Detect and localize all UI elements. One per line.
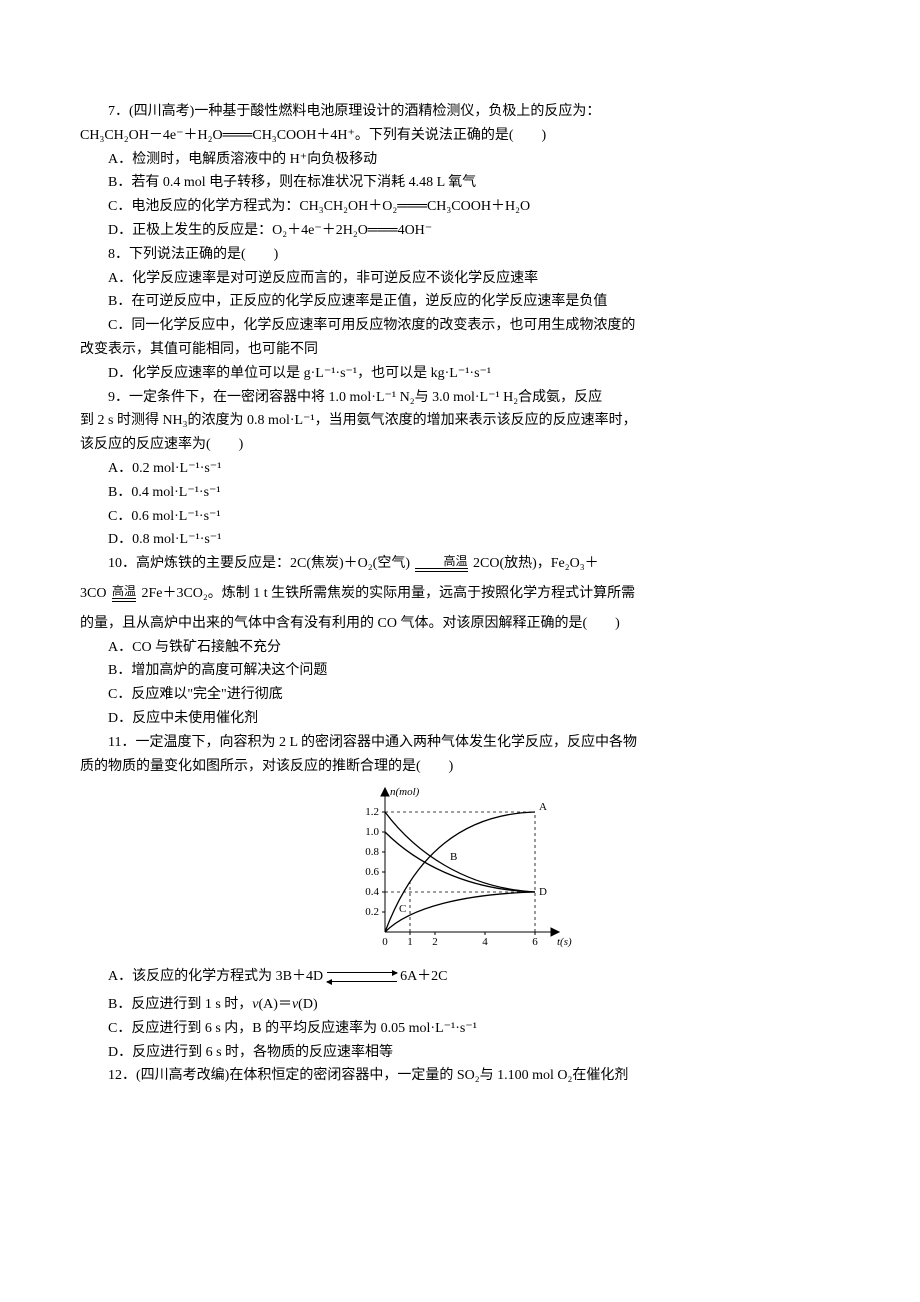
q10-cond2: 高温	[110, 585, 138, 603]
q11-a-rhs: 6A＋2C	[400, 969, 447, 984]
q8-opt-c-line2: 改变表示，其值可能相同，也可能不同	[80, 338, 840, 362]
q9-opt-d: D．0.8 mol·L⁻¹·s⁻¹	[80, 528, 840, 552]
q10-opt-c: C．反应难以"完全"进行彻底	[80, 683, 840, 707]
q11-stem-line1: 11．一定温度下，向容积为 2 L 的密闭容器中通入两种气体发生化学反应，反应中…	[80, 731, 840, 755]
q9-stem-line2: 到 2 s 时测得 NH₃的浓度为 0.8 mol·L⁻¹，当用氨气浓度的增加来…	[80, 409, 840, 433]
q7-eq-sign: ═══	[223, 128, 253, 143]
q10-stem-line3: 的量，且从高炉中出来的气体中含有没有利用的 CO 气体。对该原因解释正确的是( …	[80, 612, 840, 636]
q11-opt-a: A．该反应的化学方程式为 3B＋4D 6A＋2C	[80, 965, 840, 989]
q11-b-text: B．反应进行到 1 s 时，v(A)＝v(D)	[108, 997, 318, 1012]
q11-stem-line2: 质的物质的量变化如图所示，对该反应的推断合理的是( )	[80, 755, 840, 779]
q12-stem: 12．(四川高考改编)在体积恒定的密闭容器中，一定量的 SO₂与 1.100 m…	[80, 1064, 840, 1088]
q8-stem: 8．下列说法正确的是( )	[80, 243, 840, 267]
q10-s2a: 3CO	[80, 586, 110, 601]
q10-s2b: 2Fe＋3CO₂。炼制 1 t 生铁所需焦炭的实际用量，远高于按照化学方程式计算…	[141, 586, 635, 601]
q9-opt-b: B．0.4 mol·L⁻¹·s⁻¹	[80, 481, 840, 505]
q10-stem-line1: 10．高炉炼铁的主要反应是：2C(焦炭)＋O₂(空气) 高温 2CO(放热)，F…	[80, 552, 840, 576]
ytick-0.4: 0.4	[365, 886, 379, 898]
q9-stem-line3: 该反应的反应速率为( )	[80, 433, 840, 457]
q10-s1a: 10．高炉炼铁的主要反应是：2C(焦炭)＋O₂(空气)	[108, 556, 413, 571]
q11-opt-c: C．反应进行到 6 s 内，B 的平均反应速率为 0.05 mol·L⁻¹·s⁻…	[80, 1017, 840, 1041]
curve-b	[385, 832, 535, 892]
y-axis-label: n(mol)	[390, 786, 420, 798]
ytick-1.0: 1.0	[365, 826, 379, 838]
q7-opt-a: A．检测时，电解质溶液中的 H⁺向负极移动	[80, 148, 840, 172]
q9-opt-a: A．0.2 mol·L⁻¹·s⁻¹	[80, 457, 840, 481]
q10-cond1-text: 高温	[415, 555, 467, 567]
xtick-2: 2	[432, 936, 438, 948]
q11-chart-container: 0.2 0.4 0.6 0.8 1.0 1.2 0 1 2 4 6	[80, 782, 840, 961]
q7-stem-line1: 7．(四川高考)一种基于酸性燃料电池原理设计的酒精检测仪，负极上的反应为：	[80, 100, 840, 124]
q7-eq-rhs: CH₃COOH＋4H⁺。下列有关说法正确的是( )	[252, 128, 546, 143]
q10-opt-b: B．增加高炉的高度可解决这个问题	[80, 659, 840, 683]
q8-opt-b: B．在可逆反应中，正反应的化学反应速率是正值，逆反应的化学反应速率是负值	[80, 290, 840, 314]
q8-opt-d: D．化学反应速率的单位可以是 g·L⁻¹·s⁻¹，也可以是 kg·L⁻¹·s⁻¹	[80, 362, 840, 386]
q8-opt-c-line1: C．同一化学反应中，化学反应速率可用反应物浓度的改变表示，也可用生成物浓度的	[80, 314, 840, 338]
q11-a-lhs: A．该反应的化学方程式为 3B＋4D	[108, 969, 323, 984]
reversible-arrow-icon	[327, 970, 397, 984]
curve-a	[385, 812, 535, 932]
ytick-0.6: 0.6	[365, 866, 379, 878]
q10-opt-a: A．CO 与铁矿石接触不充分	[80, 636, 840, 660]
q10-stem-line2: 3CO 高温 2Fe＋3CO₂。炼制 1 t 生铁所需焦炭的实际用量，远高于按照…	[80, 582, 840, 606]
curve-c	[385, 892, 535, 932]
q7-opt-c: C．电池反应的化学方程式为：CH₃CH₂OH＋O₂═══CH₃COOH＋H₂O	[80, 195, 840, 219]
q10-s1b: 2CO(放热)，Fe₂O₃＋	[473, 556, 599, 571]
q11-chart: 0.2 0.4 0.6 0.8 1.0 1.2 0 1 2 4 6	[345, 782, 575, 952]
q10-cond2-text: 高温	[112, 585, 136, 597]
q10-opt-d: D．反应中未使用催化剂	[80, 707, 840, 731]
q11-opt-d: D．反应进行到 6 s 时，各物质的反应速率相等	[80, 1041, 840, 1065]
label-a: A	[539, 801, 547, 813]
xtick-6: 6	[532, 936, 538, 948]
q9-stem-line1: 9．一定条件下，在一密闭容器中将 1.0 mol·L⁻¹ N₂与 3.0 mol…	[80, 386, 840, 410]
q11-opt-b: B．反应进行到 1 s 时，v(A)＝v(D)	[80, 993, 840, 1017]
ytick-0.2: 0.2	[365, 906, 379, 918]
ytick-1.2: 1.2	[365, 806, 379, 818]
ytick-0.8: 0.8	[365, 846, 379, 858]
q10-cond1: 高温	[413, 555, 469, 573]
curve-d	[385, 812, 535, 892]
label-d: D	[539, 886, 547, 898]
label-b: B	[450, 851, 457, 863]
q7-eq-lhs: CH₃CH₂OH－4e⁻＋H₂O	[80, 128, 223, 143]
label-c: C	[399, 903, 406, 915]
q10-cond1-line	[415, 568, 467, 572]
q9-opt-c: C．0.6 mol·L⁻¹·s⁻¹	[80, 505, 840, 529]
q7-stem-line2: CH₃CH₂OH－4e⁻＋H₂O═══CH₃COOH＋4H⁺。下列有关说法正确的…	[80, 124, 840, 148]
x-axis-label: t(s)	[557, 936, 572, 948]
xtick-4: 4	[482, 936, 488, 948]
q7-opt-b: B．若有 0.4 mol 电子转移，则在标准状况下消耗 4.48 L 氧气	[80, 171, 840, 195]
q10-cond2-line	[112, 598, 136, 602]
q7-opt-d: D．正极上发生的反应是：O₂＋4e⁻＋2H₂O═══4OH⁻	[80, 219, 840, 243]
xtick-0: 0	[382, 936, 388, 948]
xtick-1: 1	[407, 936, 413, 948]
q8-opt-a: A．化学反应速率是对可逆反应而言的，非可逆反应不谈化学反应速率	[80, 267, 840, 291]
